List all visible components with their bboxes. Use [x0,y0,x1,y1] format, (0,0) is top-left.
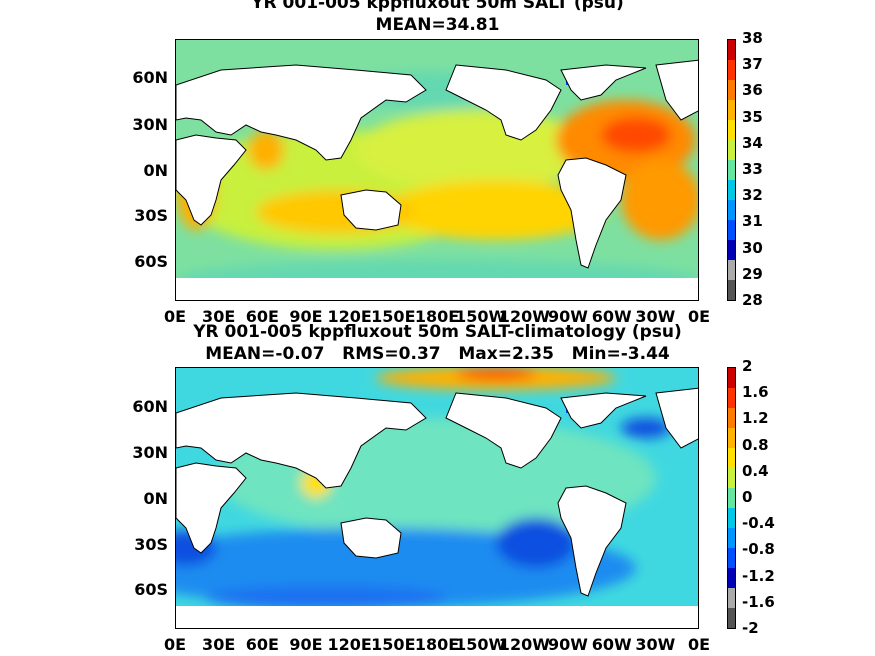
top-colorbar-label: 33 [742,160,763,178]
bottom-colorbar-label: 0.4 [742,461,769,480]
bottom-colorbar-segment [728,528,735,548]
top-title-line1: YR 001-005 kppfluxout 50m SALT (psu) [251,0,624,13]
bottom-colorbar-label: -0.8 [742,540,775,559]
top-colorbar-segment [728,220,735,240]
top-lat-label-0n: 0N [143,161,168,180]
top-colorbar-segment [728,160,735,180]
bottom-colorbar-segment [728,568,735,588]
top-lon-label: 120W [498,307,550,326]
top-colorbar-label: 29 [742,264,763,283]
bottom-colorbar-label: 1.2 [742,409,769,428]
top-lon-label: 90E [289,307,323,326]
top-colorbar-segment [728,120,735,140]
top-lon-label: 150W [455,307,507,326]
top-lon-label: 0E [687,307,711,326]
top-lon-label: 60E [245,307,279,326]
top-colorbar-segment [728,260,735,280]
top-colorbar-label: 36 [742,81,763,100]
bottom-lon-label: 120E [327,635,372,654]
bottom-colorbar-segment [728,508,735,528]
top-lat-label-60n: 60N [132,68,168,87]
top-lat-label-30n: 30N [132,115,168,134]
bottom-colorbar-label: 0 [742,488,753,506]
top-lon-label: 60W [591,307,632,326]
top-title-line2: MEAN=34.81 [375,15,500,35]
bottom-colorbar-segment [728,468,735,488]
top-colorbar-label: 30 [742,238,763,257]
top-colorbar-segment [728,200,735,220]
bottom-colorbar-label: -1.6 [742,592,775,611]
bottom-colorbar-label: 2 [742,357,753,375]
bottom-colorbar-segment [728,548,735,568]
top-salinity-map [175,39,699,301]
bottom-colorbar-segment [728,488,735,508]
bottom-anomaly-map [175,367,699,629]
bottom-lat-label-30s: 30S [134,535,168,554]
bottom-lon-label: 120W [498,635,550,654]
bottom-lon-label: 90W [548,635,588,654]
top-colorbar-segment [728,40,735,60]
bottom-colorbar-segment [728,608,735,628]
bottom-lon-label: 30E [202,635,236,654]
bottom-colorbar-segment [728,368,735,388]
top-colorbar-segment [728,180,735,200]
top-lon-label: 0E [163,307,187,326]
top-colorbar-label: 31 [742,212,763,231]
bottom-title-line2: MEAN=-0.07 RMS=0.37 Max=2.35 Min=-3.44 [205,344,670,364]
top-colorbar-segment [728,140,735,160]
bottom-lon-label: 60W [591,635,632,654]
bottom-lon-label: 150W [455,635,507,654]
bottom-colorbar-label: -1.2 [742,566,775,585]
bottom-lon-label: 60E [245,635,279,654]
bottom-colorbar-segment [728,388,735,408]
bottom-lat-label-60s: 60S [134,580,168,599]
bottom-colorbar [727,367,736,629]
top-lon-label: 30E [202,307,236,326]
top-colorbar-segment [728,280,735,300]
bottom-colorbar-label: 0.8 [742,435,769,454]
top-colorbar-label: 34 [742,133,763,152]
bottom-title-line1: YR 001-005 kppfluxout 50m SALT-climatolo… [193,322,682,342]
top-lon-label: 30W [635,307,676,326]
top-lon-label: 120E [327,307,372,326]
bottom-lon-label: 0E [163,635,187,654]
bottom-lon-label: 150E [371,635,416,654]
bottom-colorbar-segment [728,588,735,608]
top-lat-label-60s: 60S [134,252,168,271]
top-colorbar-segment [728,100,735,120]
top-colorbar-label: 28 [742,291,763,309]
bottom-colorbar-label: -2 [742,619,759,637]
top-lon-label: 180E [414,307,460,326]
top-colorbar-segment [728,60,735,80]
bottom-colorbar-segment [728,408,735,428]
top-colorbar-label: 32 [742,186,763,205]
bottom-colorbar-segment [728,448,735,468]
top-colorbar-segment [728,80,735,100]
bottom-colorbar-segment [728,428,735,448]
top-colorbar-label: 37 [742,55,763,74]
bottom-lat-label-60n: 60N [132,397,168,416]
top-lon-label: 90W [548,307,588,326]
top-lat-label-30s: 30S [134,206,168,225]
bottom-lon-label: 0E [687,635,711,654]
bottom-lat-label-30n: 30N [132,443,168,462]
bottom-colorbar-label: 1.6 [742,383,769,402]
top-lon-label: 150E [371,307,416,326]
top-colorbar-label: 35 [742,107,763,126]
top-colorbar-segment [728,240,735,260]
bottom-colorbar-label: -0.4 [742,514,775,533]
bottom-lon-label: 90E [289,635,323,654]
bottom-lon-label: 180E [414,635,460,654]
top-colorbar-label: 38 [742,29,763,47]
top-colorbar [727,39,736,301]
bottom-lat-label-0n: 0N [143,489,168,508]
bottom-lon-label: 30W [635,635,676,654]
